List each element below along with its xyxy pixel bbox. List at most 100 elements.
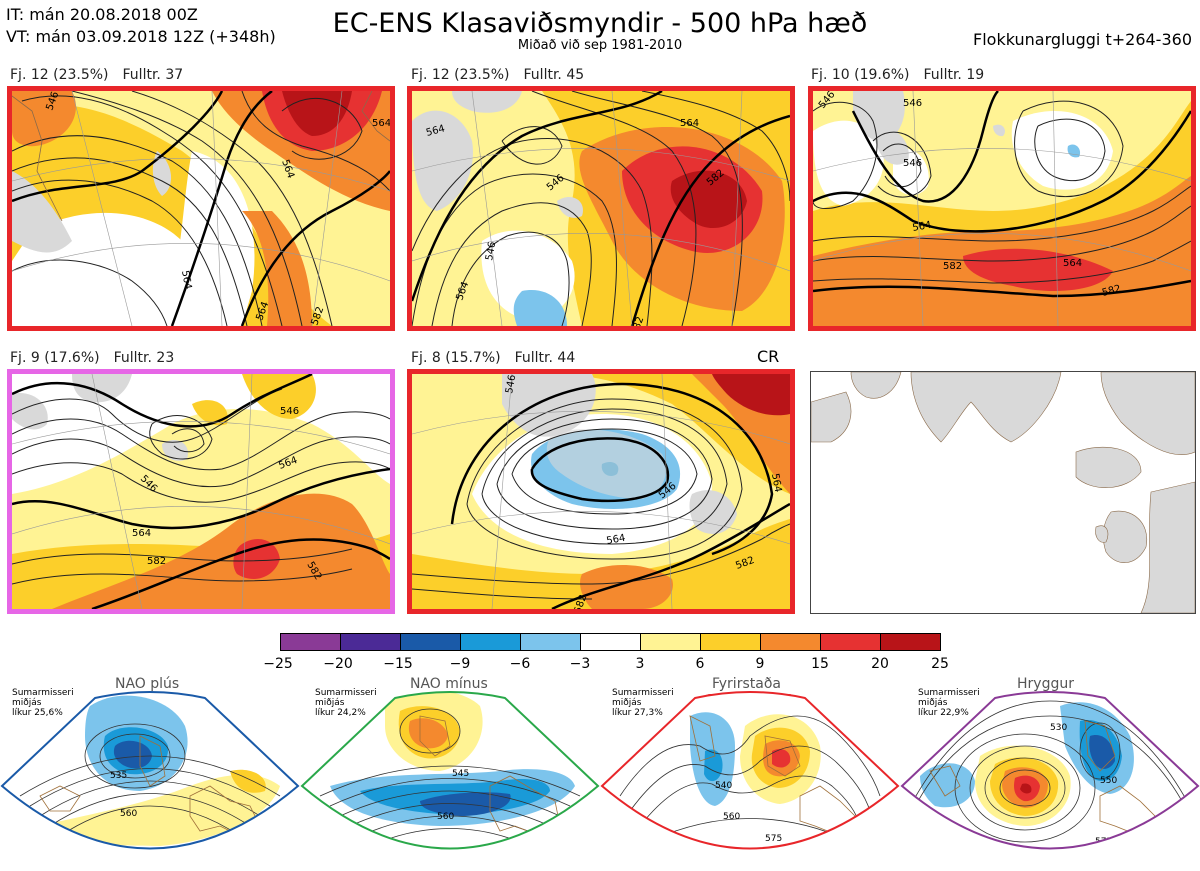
p1-label-564-a: 564 (179, 270, 193, 291)
panel-1-count: Fj. 12 (23.5%) (10, 67, 109, 83)
panel-5-count: Fj. 8 (15.7%) (411, 350, 501, 366)
cluster-panel-1[interactable]: 546 564 564 564 564 582 (7, 86, 395, 331)
panel-5-label: Fj. 8 (15.7%) Fulltr. 44 (411, 350, 589, 366)
p2-label-564-b: 564 (680, 118, 699, 129)
regime-3-name: Fyrirstaða (712, 676, 781, 692)
cluster-panel-4[interactable]: 546 564 546 564 582 582 (7, 369, 395, 614)
panel-2-count: Fj. 12 (23.5%) (411, 67, 510, 83)
p4-label-546-a: 546 (280, 406, 299, 417)
panel-3-label: Fj. 10 (19.6%) Fulltr. 19 (811, 67, 998, 83)
regime-3-contour-c: 575 (765, 834, 782, 844)
p1-label-564-c: 564 (372, 118, 390, 129)
panel-4-count: Fj. 9 (17.6%) (10, 350, 100, 366)
regime-4-note-level: miðjás (918, 698, 948, 708)
regime-1-note: Sumarmisseri miðjás líkur 25,6% (12, 688, 74, 718)
colorbar-swatch-2 (340, 633, 401, 651)
cluster-panel-5[interactable]: 546 546 564 582 582 564 (407, 369, 795, 614)
regime-1-contour-a: 535 (110, 771, 127, 781)
p2-label-564-a: 564 (425, 123, 446, 139)
regime-4-contour-b: 550 (1100, 776, 1117, 786)
cluster-panel-3[interactable]: 546 546 546 564 582 564 582 (808, 86, 1196, 331)
regime-blocking[interactable]: Sumarmisseri miðjás líkur 27,3% Fyrirsta… (600, 676, 900, 871)
colorbar-tick-1: −25 (263, 656, 293, 672)
colorbar-tick-3: −15 (383, 656, 413, 672)
regime-4-note-season: Sumarmisseri (918, 688, 980, 698)
colorbar-swatch-11 (880, 633, 941, 651)
regime-2-contour-a: 545 (452, 769, 469, 779)
panel-2-label: Fj. 12 (23.5%) Fulltr. 45 (411, 67, 598, 83)
colorbar-tick-11: 20 (871, 656, 889, 672)
p5-label-564: 564 (606, 533, 627, 547)
regime-3-note-level: miðjás (612, 698, 642, 708)
regime-4-note-prob: líkur 22,9% (918, 708, 969, 718)
colorbar-tick-9: 9 (755, 656, 765, 672)
p3-label-546-c: 546 (903, 158, 922, 169)
p3-label-582-a: 582 (943, 261, 962, 272)
regime-2-note-prob: líkur 24,2% (315, 708, 366, 718)
regime-1-name: NAO plús (115, 676, 180, 692)
initial-time: IT: mán 20.08.2018 00Z (6, 5, 198, 24)
colorbar-swatch-9 (760, 633, 821, 651)
panel-3-count: Fj. 10 (19.6%) (811, 67, 910, 83)
colorbar-swatch-5 (520, 633, 581, 651)
clustering-window: Flokkunargluggi t+264-360 (973, 30, 1192, 49)
p3-label-582-b: 582 (1101, 283, 1122, 299)
p5-label-564-b: 564 (769, 473, 783, 494)
p5-label-582-b: 582 (572, 593, 589, 609)
regime-2-note-season: Sumarmisseri (315, 688, 377, 698)
cr-label: CR (757, 347, 780, 366)
colorbar-swatch-6 (580, 633, 641, 651)
regime-2-contour-b: 560 (437, 812, 454, 822)
colorbar-tick-6: −3 (569, 656, 591, 672)
regime-2-note-level: miðjás (315, 698, 345, 708)
regime-nao-plus[interactable]: Sumarmisseri miðjás líkur 25,6% NAO plús (0, 676, 300, 871)
colorbar-tick-7: 3 (635, 656, 645, 672)
p4-label-582-a: 582 (147, 556, 166, 567)
p4-label-564-b: 564 (132, 528, 151, 539)
p3-label-564-b: 564 (1063, 258, 1082, 269)
colorbar-swatch-1 (280, 633, 341, 651)
p2-label-582-b: 582 (629, 315, 646, 326)
panel-4-label: Fj. 9 (17.6%) Fulltr. 23 (10, 350, 188, 366)
panel-2-rep: Fulltr. 45 (523, 67, 585, 83)
regime-1-contour-b: 560 (120, 809, 137, 819)
regime-ridge[interactable]: Sumarmisseri miðjás líkur 22,9% Hryggur (900, 676, 1200, 871)
regime-1-note-prob: líkur 25,6% (12, 708, 63, 718)
colorbar-swatch-10 (820, 633, 881, 651)
cluster-panel-2[interactable]: 564 546 582 564 546 564 582 (407, 86, 795, 331)
panel-1-label: Fj. 12 (23.5%) Fulltr. 37 (10, 67, 197, 83)
regime-3-note-prob: líkur 27,3% (612, 708, 663, 718)
regime-4-contour-a: 530 (1050, 723, 1067, 733)
regime-3-note-season: Sumarmisseri (612, 688, 674, 698)
colorbar-tick-12: 25 (931, 656, 949, 672)
regime-4-name: Hryggur (1017, 676, 1074, 692)
p3-label-564-a: 564 (912, 220, 933, 234)
page-subtitle: Miðað við sep 1981-2010 (517, 38, 683, 53)
valid-time: VT: mán 03.09.2018 12Z (+348h) (6, 27, 276, 46)
colorbar-swatch-7 (640, 633, 701, 651)
colorbar-tick-5: −6 (509, 656, 531, 672)
regime-1-note-level: miðjás (12, 698, 42, 708)
colorbar-swatch-3 (400, 633, 461, 651)
p5-label-546-a: 546 (504, 374, 518, 395)
colorbar-tick-10: 15 (811, 656, 829, 672)
panel-1-rep: Fulltr. 37 (122, 67, 184, 83)
regime-4-note: Sumarmisseri miðjás líkur 22,9% (918, 688, 980, 718)
reference-map-panel[interactable] (810, 371, 1196, 614)
colorbar-tick-4: −9 (449, 656, 471, 672)
panel-3-rep: Fulltr. 19 (923, 67, 985, 83)
regime-2-note: Sumarmisseri miðjás líkur 24,2% (315, 688, 377, 718)
page-title: EC-ENS Klasaviðsmyndir - 500 hPa hæð (332, 8, 868, 39)
p2-label-546-b: 546 (484, 241, 498, 262)
regime-2-name: NAO mínus (410, 676, 488, 692)
colorbar-tick-2: −20 (323, 656, 353, 672)
regime-3-note: Sumarmisseri miðjás líkur 27,3% (612, 688, 674, 718)
regime-3-contour-b: 560 (723, 812, 740, 822)
panel-4-rep: Fulltr. 23 (113, 350, 175, 366)
colorbar-tick-8: 6 (695, 656, 705, 672)
colorbar-swatch-4 (460, 633, 521, 651)
panel-5-rep: Fulltr. 44 (514, 350, 576, 366)
regime-1-note-season: Sumarmisseri (12, 688, 74, 698)
regime-nao-minus[interactable]: Sumarmisseri miðjás líkur 24,2% NAO mínu… (300, 676, 600, 871)
colorbar-swatch-8 (700, 633, 761, 651)
